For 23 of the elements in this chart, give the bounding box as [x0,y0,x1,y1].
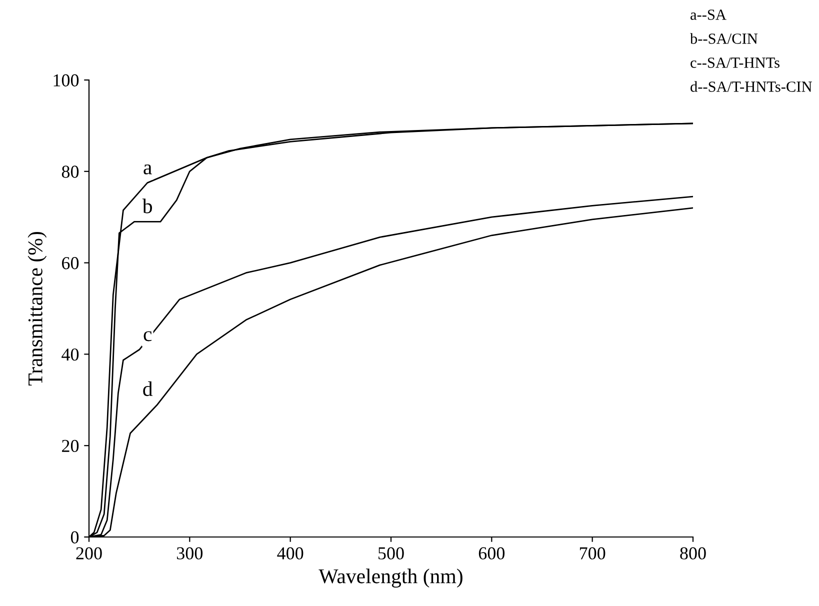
y-axis-title: Transmittance (%) [28,232,47,386]
text: c--SA/T-HNTs [690,58,780,68]
x-axis-title: Wavelength (nm) [318,568,462,588]
series-label: d [143,381,153,396]
text: a--SA [690,10,726,20]
x-tick-label: 700 [580,547,606,560]
y-tick-label: 80 [62,166,79,178]
y-tick-label: 0 [70,531,79,544]
x-tick-label: 800 [680,547,706,560]
x-tick-label: 500 [378,547,404,560]
series-label: c [144,331,152,342]
series-label: a [144,164,152,174]
y-tick-label: 100 [54,74,79,86]
y-tick-label: 40 [62,348,79,361]
x-tick-label: 300 [176,547,203,560]
x-tick-label: 400 [277,547,304,560]
y-tick-label: 20 [62,440,79,452]
text: b--SA/CIN [690,33,758,44]
x-tick-label: 200 [76,547,102,560]
annotation: d--SA/T-HNTs-CIN [690,81,812,92]
series-label: b [142,198,152,214]
y-tick-label: 60 [62,257,79,270]
x-tick-label: 600 [478,547,505,560]
